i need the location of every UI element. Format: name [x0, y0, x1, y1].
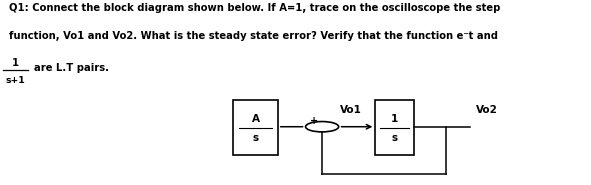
Text: are L.T pairs.: are L.T pairs. — [34, 63, 109, 73]
Text: 1: 1 — [391, 114, 398, 124]
Text: +: + — [310, 115, 318, 125]
Text: Q1: Connect the block diagram shown below. If A=1, trace on the oscilloscope the: Q1: Connect the block diagram shown belo… — [9, 3, 500, 13]
Text: s+1: s+1 — [5, 76, 25, 85]
Text: A: A — [252, 114, 259, 124]
Text: s: s — [252, 133, 259, 143]
Bar — [375, 100, 414, 155]
Text: 1: 1 — [12, 58, 19, 68]
Text: function, Vo1 and Vo2. What is the steady state error? Verify that the function : function, Vo1 and Vo2. What is the stead… — [9, 31, 498, 41]
Text: Vo2: Vo2 — [476, 105, 498, 115]
Text: s: s — [391, 133, 398, 143]
Text: Vo1: Vo1 — [340, 105, 362, 115]
Bar — [233, 100, 278, 155]
